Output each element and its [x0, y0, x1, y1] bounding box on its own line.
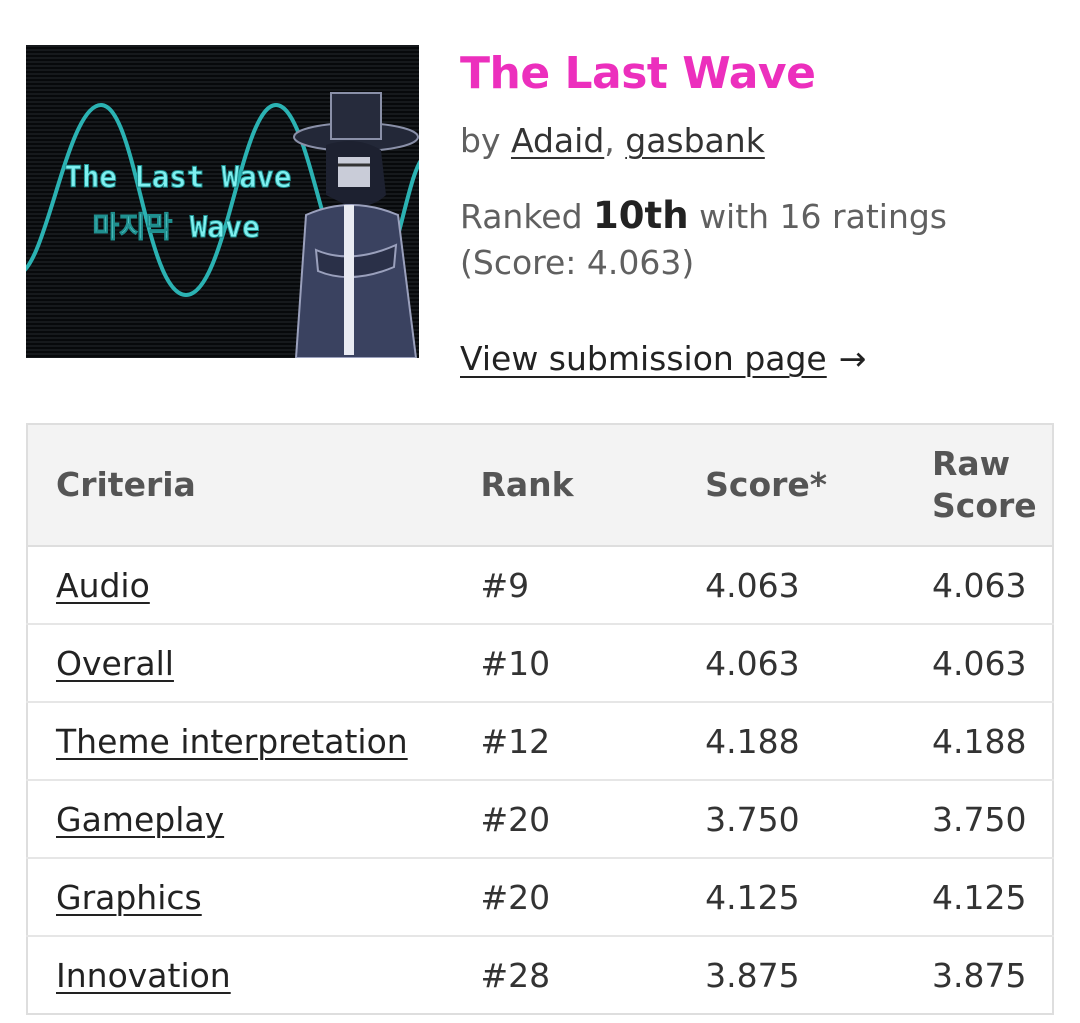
- raw-score-cell: 4.125: [904, 858, 1053, 937]
- rank-cell: #10: [452, 624, 678, 703]
- raw-score-cell: 4.063: [904, 546, 1053, 625]
- score-cell: 3.750: [677, 780, 904, 859]
- table-row: Gameplay #20 3.750 3.750: [27, 780, 1053, 859]
- score-cell: 4.063: [677, 624, 904, 703]
- thumbnail-art: The Last Wave 마지막 Wave: [26, 45, 419, 358]
- table-header-row: Criteria Rank Score* Raw Score: [27, 424, 1053, 547]
- arrow-right-icon: →: [838, 339, 867, 378]
- raw-score-cell: 3.750: [904, 780, 1053, 859]
- rank-cell: #9: [452, 546, 678, 625]
- criteria-cell: Audio: [27, 546, 453, 625]
- score-cell: 4.063: [677, 546, 904, 625]
- raw-score-cell: 3.875: [932, 955, 1027, 995]
- criteria-link-gameplay[interactable]: Gameplay: [56, 799, 225, 839]
- table-row: Theme interpretation #12 4.188 4.188: [27, 702, 1053, 781]
- rank-cell: #20: [452, 780, 678, 859]
- rank-cell: #20: [452, 858, 678, 937]
- raw-score-cell: 4.188: [904, 702, 1053, 781]
- character-figure: [293, 92, 419, 358]
- game-info: The Last Wave by Adaid, gasbank Ranked 1…: [460, 45, 1060, 378]
- score-cell: 3.875: [705, 955, 800, 995]
- criteria-cell: Graphics: [27, 858, 453, 937]
- ranking-position: 10th: [593, 194, 689, 237]
- game-thumbnail[interactable]: The Last Wave 마지막 Wave: [26, 45, 419, 358]
- table-row: Graphics #20 4.125 4.125: [27, 858, 1053, 937]
- ranking-suffix: with 16 ratings (Score: 4.063): [460, 197, 947, 282]
- criteria-link-audio[interactable]: Audio: [56, 565, 150, 605]
- score-cell: 4.188: [677, 702, 904, 781]
- score-cell: 4.125: [677, 858, 904, 937]
- header-rank: Rank: [452, 424, 678, 547]
- header-score: Score*: [677, 424, 904, 547]
- criteria-link-innovation[interactable]: Innovation: [56, 955, 231, 995]
- thumbnail-line1: The Last Wave: [65, 160, 292, 194]
- author-link-gasbank[interactable]: gasbank: [625, 121, 765, 160]
- table-row: Innovation #28 3.875 3.875: [27, 936, 1053, 1014]
- criteria-link-graphics[interactable]: Graphics: [56, 877, 202, 917]
- view-submission-link[interactable]: View submission page →: [460, 337, 866, 381]
- criteria-cell: Theme interpretation: [27, 702, 453, 781]
- criteria-link-theme-interpretation[interactable]: Theme interpretation: [56, 721, 408, 761]
- author-separator: ,: [604, 121, 626, 160]
- header-raw-score-label: Raw Score: [932, 444, 1037, 525]
- criteria-cell: Overall: [27, 624, 453, 703]
- thumbnail-line2: 마지막 Wave: [92, 210, 259, 244]
- criteria-cell: Innovation: [27, 936, 452, 1014]
- ranking-prefix: Ranked: [460, 197, 583, 236]
- table-row: Audio #9 4.063 4.063: [27, 546, 1053, 625]
- raw-score-cell: 4.063: [904, 624, 1053, 703]
- view-submission-label[interactable]: View submission page: [460, 339, 827, 378]
- rank-cell: #28: [480, 955, 551, 995]
- criteria-table: Criteria Rank Score* Raw Score Audio #9 …: [26, 423, 1054, 1015]
- byline: by Adaid, gasbank: [460, 119, 1060, 163]
- game-title[interactable]: The Last Wave: [460, 48, 816, 99]
- header-criteria: Criteria: [27, 424, 453, 547]
- criteria-link-overall[interactable]: Overall: [56, 643, 174, 683]
- rank-cell: #12: [452, 702, 678, 781]
- byline-prefix: by: [460, 121, 501, 160]
- header-raw-score: Raw Score: [904, 424, 1053, 547]
- table-row: Overall #10 4.063 4.063: [27, 624, 1053, 703]
- criteria-cell: Gameplay: [27, 780, 453, 859]
- ranking-summary: Ranked 10th with 16 ratings (Score: 4.06…: [460, 193, 1050, 286]
- author-link-adaid[interactable]: Adaid: [510, 121, 605, 160]
